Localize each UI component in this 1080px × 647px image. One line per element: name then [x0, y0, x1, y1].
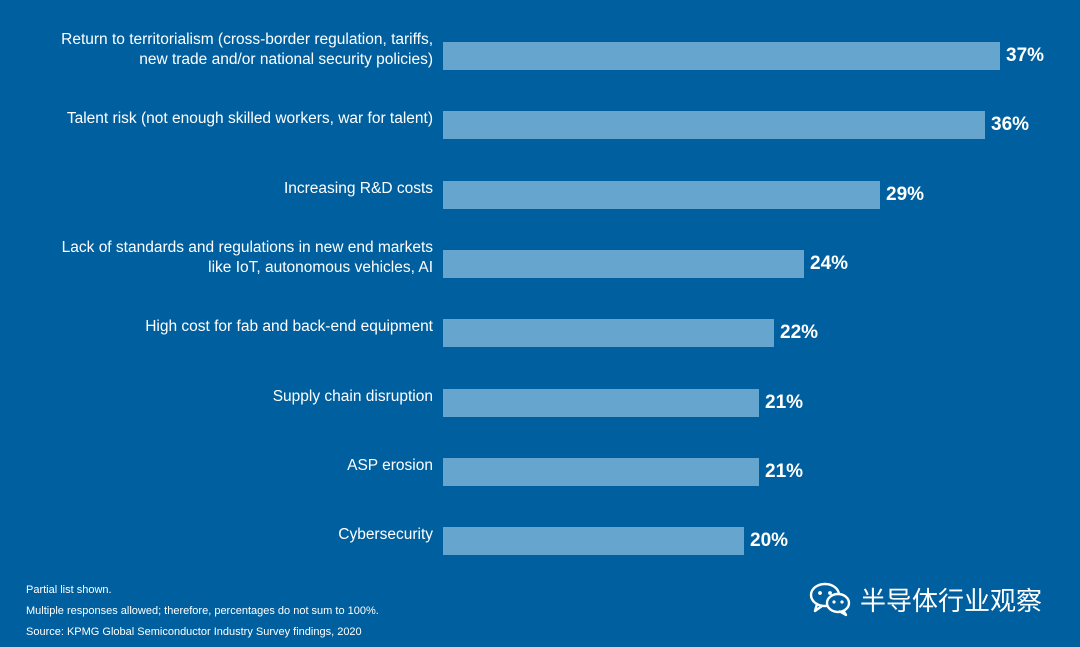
watermark: 半导体行业观察 — [808, 579, 1048, 619]
category-label-line: ASP erosion — [347, 457, 433, 474]
category-label: Supply chain disruption — [273, 387, 433, 407]
bar — [443, 527, 744, 555]
bar — [443, 458, 759, 486]
bar-value-label: 24% — [810, 253, 849, 274]
bar-value-label: 21% — [765, 461, 804, 482]
category-label: Talent risk (not enough skilled workers,… — [67, 109, 433, 129]
footnote-multiple-responses: Multiple responses allowed; therefore, p… — [26, 605, 379, 617]
footnote-source: Source: KPMG Global Semiconductor Indust… — [26, 626, 362, 638]
category-label-line: Supply chain disruption — [272, 388, 433, 405]
category-label: High cost for fab and back-end equipment — [145, 317, 433, 337]
bar — [443, 319, 774, 347]
bar — [443, 389, 759, 417]
category-label-line: new trade and/or national security polic… — [139, 51, 433, 68]
bar-value-label: 22% — [780, 322, 819, 343]
bar-value-label: 37% — [1006, 45, 1045, 66]
bar-value-label: 21% — [765, 392, 804, 413]
category-label: ASP erosion — [347, 456, 433, 476]
category-label: Increasing R&D costs — [284, 179, 433, 199]
wechat-icon — [809, 582, 851, 617]
category-label-line: Increasing R&D costs — [283, 180, 433, 197]
category-label-line: Return to territorialism (cross-border r… — [61, 31, 433, 48]
footnote-partial-list: Partial list shown. — [26, 584, 112, 596]
bar — [443, 111, 985, 139]
bar — [443, 181, 880, 209]
category-label-line: Cybersecurity — [338, 526, 433, 543]
bar-value-label: 20% — [750, 530, 789, 551]
watermark-text: 半导体行业观察 — [860, 586, 1043, 617]
category-label-line: Lack of standards and regulations in new… — [61, 239, 433, 256]
bar — [443, 250, 804, 278]
footnotes: Partial list shown. Multiple responses a… — [26, 580, 379, 643]
bar-value-label: 36% — [991, 114, 1030, 135]
category-label-line: High cost for fab and back-end equipment — [145, 318, 433, 335]
bar-value-label: 29% — [886, 184, 925, 205]
category-label: Cybersecurity — [338, 525, 433, 545]
category-label-line: like IoT, autonomous vehicles, AI — [208, 259, 433, 276]
category-label: Lack of standards and regulations in new… — [62, 238, 433, 278]
category-label: Return to territorialism (cross-border r… — [61, 30, 433, 70]
category-label-line: Talent risk (not enough skilled workers,… — [66, 110, 433, 127]
bar — [443, 42, 1000, 70]
